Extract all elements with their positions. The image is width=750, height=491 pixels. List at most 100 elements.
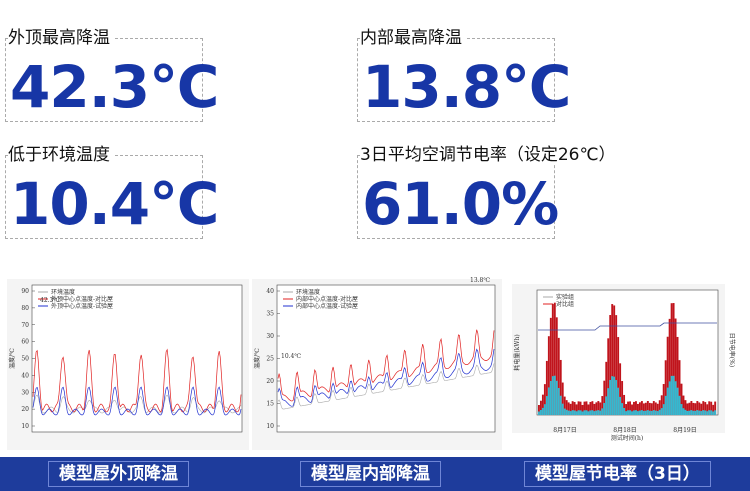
bar-sketch xyxy=(591,401,594,415)
bar-sketch xyxy=(541,407,544,415)
bar-sketch xyxy=(601,408,604,415)
bar-sketch xyxy=(656,411,659,415)
bar-sketch xyxy=(601,396,604,415)
bar-sketch xyxy=(694,403,697,415)
bar-sketch xyxy=(549,381,552,415)
y-tick-label: 40 xyxy=(21,372,29,379)
plot-area xyxy=(536,289,719,416)
bar-sketch xyxy=(555,317,558,415)
bar-sketch xyxy=(662,384,665,415)
y-tick-label: 10 xyxy=(266,423,274,430)
bar-sketch xyxy=(575,411,578,415)
bar-sketch xyxy=(686,410,689,415)
bar-sketch xyxy=(700,403,703,415)
y2-axis-label: 日节电率(%) xyxy=(728,333,736,367)
bar-sketch xyxy=(674,318,677,415)
bar-sketch xyxy=(654,402,657,415)
y-tick-label: 10 xyxy=(21,423,29,430)
curve-sketch xyxy=(277,363,495,410)
bar-sketch xyxy=(698,410,701,415)
bar-sketch xyxy=(577,401,580,415)
bar-sketch xyxy=(635,401,637,415)
bar-sketch xyxy=(629,410,631,415)
bar-sketch xyxy=(714,401,717,415)
x-day-label: 8月18日 xyxy=(613,427,636,434)
bar-sketch xyxy=(633,401,635,415)
bar-sketch xyxy=(640,401,643,415)
bar-sketch xyxy=(690,401,693,415)
bar-sketch xyxy=(587,411,590,415)
bar-sketch xyxy=(559,359,562,415)
legend-label: 环境温度 xyxy=(51,288,75,296)
curve-sketch xyxy=(32,394,242,414)
bar-sketch xyxy=(704,402,707,415)
x-axis-label: 测试时间(h) xyxy=(611,434,644,442)
kpi-label: 低于环境温度 xyxy=(8,140,114,165)
bar-sketch xyxy=(688,402,691,415)
bar-sketch xyxy=(700,411,703,415)
bar-sketch xyxy=(621,403,624,415)
bar-sketch xyxy=(559,395,562,415)
bar-sketch xyxy=(648,410,651,415)
bar-sketch xyxy=(579,410,582,415)
bar-sketch xyxy=(571,401,574,415)
legend-label: 内部中心点温度-试验屋 xyxy=(296,302,358,310)
y-tick-label: 20 xyxy=(266,378,274,385)
bar-sketch xyxy=(567,410,570,415)
bar-sketch xyxy=(631,411,633,415)
bar-sketch xyxy=(625,404,628,415)
kpi-label: 内部最高降温 xyxy=(360,23,466,48)
bar-sketch xyxy=(678,395,681,415)
bar-sketch xyxy=(704,410,707,415)
annotation: 42.3℃ xyxy=(40,297,60,304)
caption-bar: 模型屋外顶降温 模型屋内部降温 模型屋节电率（3日） xyxy=(0,457,750,491)
bar-sketch xyxy=(543,384,546,415)
y-tick-label: 35 xyxy=(266,311,274,318)
bar-sketch xyxy=(599,402,602,415)
bar-sketch xyxy=(545,360,548,415)
bar-sketch xyxy=(644,402,647,415)
y-tick-label: 40 xyxy=(266,288,274,295)
bar-sketch xyxy=(664,360,667,415)
bar-sketch xyxy=(561,382,564,415)
x-day-label: 8月19日 xyxy=(673,427,696,434)
bar-sketch xyxy=(662,404,665,415)
bar-sketch xyxy=(585,410,588,415)
y-tick-label: 90 xyxy=(21,288,29,295)
rate-line-sketch xyxy=(538,322,717,331)
bar-sketch xyxy=(621,381,624,415)
bar-sketch xyxy=(589,410,592,415)
bar-sketch xyxy=(543,404,546,415)
bar-sketch xyxy=(615,380,618,415)
bar-sketch xyxy=(551,304,554,415)
bar-sketch xyxy=(587,404,590,415)
bar-sketch xyxy=(597,410,600,415)
bar-sketch xyxy=(702,401,705,415)
bar-sketch xyxy=(692,402,695,415)
curve-sketch xyxy=(32,386,242,416)
y-tick-label: 15 xyxy=(266,401,274,408)
bar-sketch xyxy=(666,387,669,415)
bar-sketch xyxy=(714,410,717,415)
bar-sketch xyxy=(676,336,679,415)
bar-sketch xyxy=(688,410,691,415)
bar-sketch xyxy=(599,410,602,415)
bar-sketch xyxy=(664,395,667,415)
kpi-box: 低于环境温度 10.4℃ xyxy=(5,140,219,239)
bar-sketch xyxy=(648,402,651,415)
y-tick-label: 20 xyxy=(21,406,29,413)
bar-sketch xyxy=(646,401,649,415)
bar-sketch xyxy=(676,387,679,415)
bar-sketch xyxy=(553,302,556,415)
bar-sketch xyxy=(682,395,685,415)
y-tick-label: 80 xyxy=(21,305,29,312)
bar-sketch xyxy=(577,410,580,415)
y-axis-label: 耗电量(kWh) xyxy=(513,334,521,370)
bar-sketch xyxy=(652,410,655,415)
bar-sketch xyxy=(642,410,645,415)
bar-sketch xyxy=(712,411,715,415)
bar-sketch xyxy=(698,402,701,415)
bar-sketch xyxy=(595,402,598,415)
kpi-value: 13.8℃ xyxy=(362,53,571,121)
bar-sketch xyxy=(575,404,578,415)
